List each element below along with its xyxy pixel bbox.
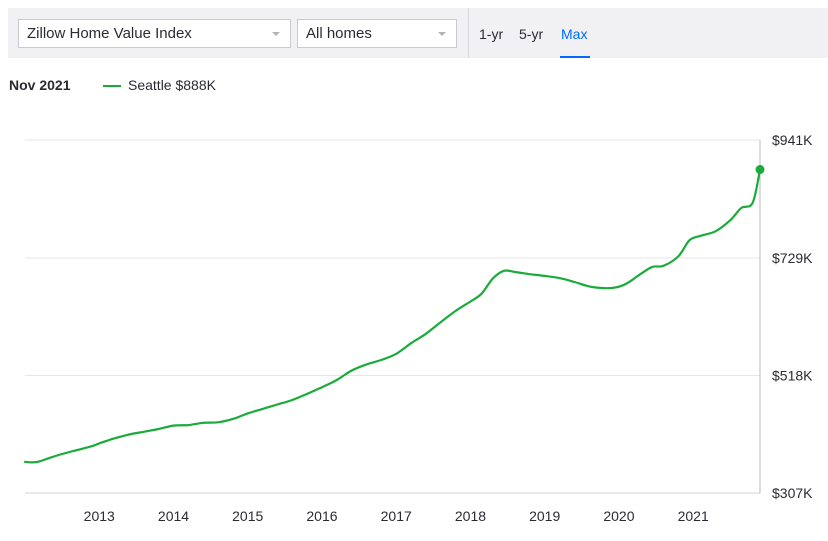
x-tick-label: 2013 [84,508,115,524]
index-type-select[interactable]: Zillow Home Value Index [18,19,291,48]
legend-date: Nov 2021 [9,77,71,93]
x-tick-label: 2020 [603,508,634,524]
range-max-button[interactable]: Max [561,26,588,42]
series-line-seattle [23,168,762,464]
y-tick-label: $518K [772,368,813,384]
x-tick-label: 2014 [158,508,189,524]
y-tick-label: $307K [772,485,813,501]
chevron-down-icon [272,32,280,36]
chevron-down-icon [438,32,446,36]
x-tick-label: 2019 [529,508,560,524]
range-5yr-button[interactable]: 5-yr [519,26,544,42]
legend-swatch [103,85,121,87]
index-type-select-value: Zillow Home Value Index [27,25,192,42]
series-endpoint-marker [755,165,765,175]
legend-series-label: Seattle $888K [128,77,216,93]
x-tick-label: 2018 [455,508,486,524]
x-tick-label: 2021 [678,508,709,524]
home-type-select[interactable]: All homes [297,19,457,48]
y-tick-label: $729K [772,250,813,266]
active-range-indicator [560,56,590,58]
y-tick-label: $941K [772,132,813,148]
toolbar-divider [468,8,469,58]
range-1yr-button[interactable]: 1-yr [479,26,504,42]
x-tick-label: 2017 [381,508,412,524]
home-type-select-value: All homes [306,25,372,42]
x-tick-label: 2016 [306,508,337,524]
toolbar: Zillow Home Value Index All homes 1-yr 5… [8,8,828,58]
x-tick-label: 2015 [232,508,263,524]
